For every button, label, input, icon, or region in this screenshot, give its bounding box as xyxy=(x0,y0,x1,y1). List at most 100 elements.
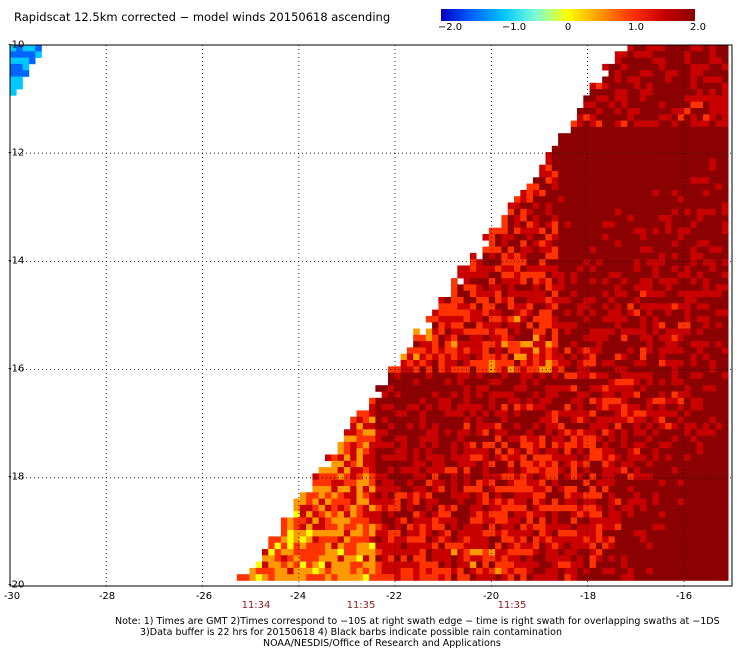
wind-cell xyxy=(306,536,313,543)
wind-cell xyxy=(413,423,420,430)
wind-cell xyxy=(677,479,685,487)
wind-cell xyxy=(545,284,553,291)
wind-cell xyxy=(476,492,483,499)
wind-cell xyxy=(646,240,653,247)
wind-cell xyxy=(589,372,597,380)
wind-cell xyxy=(627,259,634,266)
wind-cell xyxy=(577,567,584,575)
wind-cell xyxy=(507,246,515,254)
wind-cell xyxy=(394,366,401,373)
wind-cell xyxy=(665,467,672,474)
wind-cell xyxy=(362,511,370,518)
wind-cell xyxy=(280,555,288,562)
wind-cell xyxy=(614,290,622,298)
wind-cell xyxy=(640,271,647,279)
wind-cell xyxy=(583,536,590,543)
wind-cell xyxy=(325,467,332,474)
wind-cell xyxy=(558,189,565,197)
wind-cell xyxy=(476,347,483,354)
wind-cell xyxy=(520,523,527,531)
wind-cell xyxy=(501,385,508,392)
wind-cell xyxy=(488,530,496,537)
wind-cell xyxy=(457,511,464,518)
wind-cell xyxy=(577,152,584,159)
wind-cell xyxy=(658,479,666,487)
wind-cell xyxy=(665,227,672,235)
wind-cell xyxy=(646,555,653,562)
wind-cell xyxy=(621,517,628,525)
wind-cell xyxy=(476,561,483,569)
wind-cell xyxy=(551,328,559,336)
wind-cell xyxy=(551,259,559,266)
wind-cell xyxy=(703,227,710,235)
wind-cell xyxy=(665,473,672,480)
wind-cell xyxy=(394,523,401,531)
wind-cell xyxy=(400,404,408,411)
wind-cell xyxy=(343,479,351,487)
wind-cell xyxy=(671,360,679,367)
wind-cell xyxy=(589,454,597,462)
wind-cell xyxy=(715,322,723,329)
wind-cell xyxy=(469,353,477,361)
wind-cell xyxy=(469,549,477,556)
wind-cell xyxy=(10,70,17,77)
wind-cell xyxy=(545,246,553,254)
wind-cell xyxy=(589,517,597,525)
wind-cell xyxy=(589,108,597,115)
wind-cell xyxy=(381,454,389,462)
wind-cell xyxy=(721,63,729,71)
wind-cell xyxy=(469,561,477,569)
wind-cell xyxy=(463,454,471,462)
wind-cell xyxy=(482,347,490,354)
wind-cell xyxy=(690,303,697,310)
wind-cell xyxy=(507,315,515,323)
wind-cell xyxy=(507,448,515,455)
wind-cell xyxy=(570,183,578,191)
wind-cell xyxy=(318,492,326,499)
wind-cell xyxy=(677,328,685,336)
wind-cell xyxy=(703,108,710,115)
wind-cell xyxy=(709,454,716,462)
wind-cell xyxy=(627,70,634,77)
wind-cell xyxy=(469,297,477,304)
wind-cell xyxy=(696,334,704,342)
wind-cell xyxy=(627,114,634,121)
wind-cell xyxy=(558,486,565,493)
wind-cell xyxy=(696,353,704,361)
wind-cell xyxy=(633,511,641,518)
wind-cell xyxy=(507,454,515,462)
wind-cell xyxy=(621,416,628,424)
wind-cell xyxy=(589,498,597,506)
wind-cell xyxy=(665,366,672,373)
wind-cell xyxy=(703,536,710,543)
wind-cell xyxy=(646,416,653,424)
wind-cell xyxy=(715,542,723,550)
wind-cell xyxy=(665,429,672,436)
wind-cell xyxy=(482,353,490,361)
wind-cell xyxy=(640,76,647,84)
wind-cell xyxy=(501,271,508,279)
wind-cell xyxy=(375,549,382,556)
wind-cell xyxy=(343,555,351,562)
wind-cell xyxy=(709,441,716,449)
wind-cell xyxy=(652,89,660,96)
wind-cell xyxy=(425,423,433,430)
wind-cell xyxy=(671,76,679,84)
wind-cell xyxy=(463,309,471,317)
wind-cell xyxy=(539,467,546,474)
wind-cell xyxy=(703,372,710,380)
wind-cell xyxy=(715,523,723,531)
wind-cell xyxy=(425,492,433,499)
wind-cell xyxy=(451,360,458,367)
wind-cell xyxy=(696,385,704,392)
wind-cell xyxy=(627,536,634,543)
wind-cell xyxy=(545,360,553,367)
wind-cell xyxy=(677,158,685,165)
wind-cell xyxy=(614,215,622,222)
wind-cell xyxy=(577,410,584,417)
wind-cell xyxy=(640,410,647,417)
wind-cell xyxy=(633,82,641,90)
wind-cell xyxy=(608,410,616,417)
wind-cell xyxy=(595,416,603,424)
wind-cell xyxy=(614,486,622,493)
